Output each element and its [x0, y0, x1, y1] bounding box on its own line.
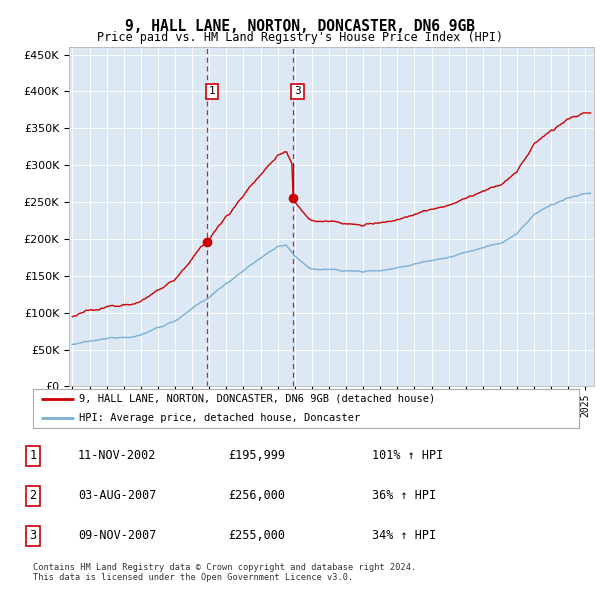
Text: 3: 3 — [29, 529, 37, 542]
Text: 1: 1 — [29, 449, 37, 462]
Text: 36% ↑ HPI: 36% ↑ HPI — [372, 489, 436, 502]
Text: 9, HALL LANE, NORTON, DONCASTER, DN6 9GB (detached house): 9, HALL LANE, NORTON, DONCASTER, DN6 9GB… — [79, 394, 436, 404]
Text: 1: 1 — [209, 87, 215, 96]
Text: 09-NOV-2007: 09-NOV-2007 — [78, 529, 157, 542]
Text: £195,999: £195,999 — [228, 449, 285, 462]
Text: 03-AUG-2007: 03-AUG-2007 — [78, 489, 157, 502]
Text: HPI: Average price, detached house, Doncaster: HPI: Average price, detached house, Donc… — [79, 413, 361, 423]
Text: 9, HALL LANE, NORTON, DONCASTER, DN6 9GB: 9, HALL LANE, NORTON, DONCASTER, DN6 9GB — [125, 19, 475, 34]
Text: Price paid vs. HM Land Registry's House Price Index (HPI): Price paid vs. HM Land Registry's House … — [97, 31, 503, 44]
Text: 11-NOV-2002: 11-NOV-2002 — [78, 449, 157, 462]
Text: £255,000: £255,000 — [228, 529, 285, 542]
Text: £256,000: £256,000 — [228, 489, 285, 502]
Text: 101% ↑ HPI: 101% ↑ HPI — [372, 449, 443, 462]
Text: 2: 2 — [29, 489, 37, 502]
Text: 34% ↑ HPI: 34% ↑ HPI — [372, 529, 436, 542]
Text: 3: 3 — [294, 87, 301, 96]
Text: Contains HM Land Registry data © Crown copyright and database right 2024.
This d: Contains HM Land Registry data © Crown c… — [33, 563, 416, 582]
